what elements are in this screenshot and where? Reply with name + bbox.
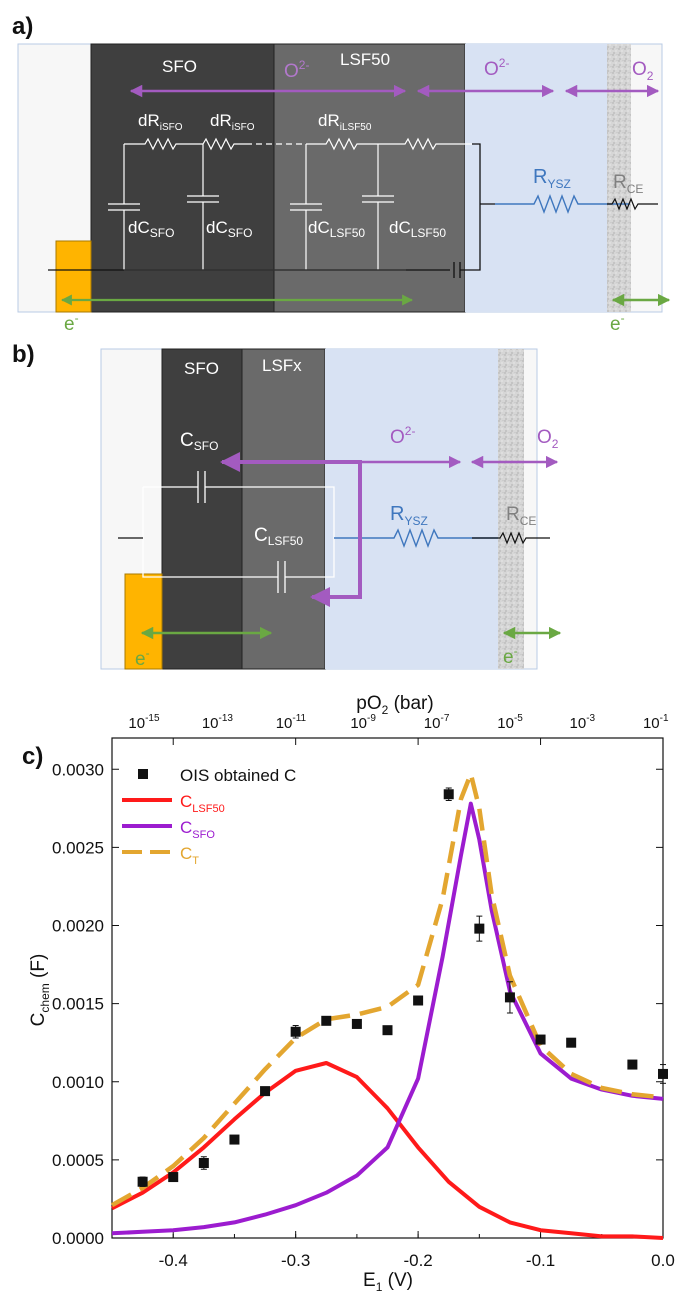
panel-b-sfo-label: SFO bbox=[184, 359, 219, 378]
series-line-c-lsf50 bbox=[111, 1061, 664, 1240]
top-tick-label: 10-1 bbox=[643, 713, 669, 732]
panel-b-lsfx-label: LSFx bbox=[262, 356, 302, 375]
panel-a-lsf50-label: LSF50 bbox=[340, 50, 390, 69]
panel-a-dC-sfo-1: dCSFO bbox=[128, 218, 174, 240]
panel-b-ysz-layer bbox=[325, 349, 498, 669]
x-tick-label: -0.1 bbox=[526, 1251, 555, 1270]
panel-a-dR-ilsf50: dRiLSF50 bbox=[318, 111, 372, 133]
data-point bbox=[566, 1037, 577, 1048]
top-tick-label: 10-3 bbox=[570, 713, 596, 732]
panel-a-o2: O2 bbox=[632, 59, 654, 83]
panel-b-counter-electrode bbox=[498, 349, 524, 669]
data-point bbox=[443, 789, 454, 800]
x-tick-label: -0.4 bbox=[159, 1251, 188, 1270]
data-point bbox=[474, 923, 485, 934]
y-tick-label: 0.0010 bbox=[52, 1073, 104, 1092]
top-tick-label: 10-15 bbox=[128, 713, 160, 732]
x-tick-label: 0.0 bbox=[651, 1251, 675, 1270]
legend-label: OIS obtained C bbox=[180, 766, 296, 785]
panel-a-lsf50-layer bbox=[273, 43, 466, 313]
panel-b-electron-left: e- bbox=[135, 646, 150, 670]
panel-a-rce-label: RCE bbox=[613, 172, 643, 196]
panel-b-sfo-layer bbox=[161, 348, 243, 670]
panel-b-lsfx-layer bbox=[241, 348, 326, 670]
panel-c: c) pO2 (bar) E1 (V) Cchem (F) -0.4 -0.3 -0… bbox=[22, 693, 675, 1294]
panel-a: a) SFO LSF50 O2- O2- O2 dRiSFO dRiSFO dR… bbox=[12, 13, 671, 335]
panel-b-rce-label: RCE bbox=[506, 504, 536, 528]
top-tick-label: 10-13 bbox=[202, 713, 234, 732]
legend-label: CT bbox=[180, 844, 199, 867]
panel-b-rce-resistor bbox=[472, 531, 550, 545]
top-tick-label: 10-5 bbox=[497, 713, 523, 732]
panel-a-current-collector bbox=[55, 240, 92, 313]
panel-a-dC-lsf50-1: dCLSF50 bbox=[308, 218, 365, 240]
y-tick-label: 0.0030 bbox=[52, 760, 104, 779]
data-point bbox=[137, 1176, 148, 1187]
panel-a-label: a) bbox=[12, 13, 33, 40]
data-point bbox=[627, 1059, 638, 1070]
y-tick-label: 0.0000 bbox=[52, 1229, 104, 1248]
panel-b-o2minus: O2- bbox=[390, 424, 415, 448]
y-tick-label: 0.0020 bbox=[52, 917, 104, 936]
top-tick-label: 10-11 bbox=[276, 713, 307, 732]
panel-a-rysz-resistor bbox=[495, 194, 630, 214]
panel-a-dR-isfo-2: dRiSFO bbox=[210, 111, 255, 133]
panel-a-dC-lsf50-2: dCLSF50 bbox=[389, 218, 446, 240]
panel-c-plot: -0.4 -0.3 -0.2 -0.1 0.0 0.0000 0.0005 0.0010 0.0… bbox=[52, 713, 675, 1270]
panel-a-o2minus-2: O2- bbox=[484, 56, 509, 80]
panel-c-x-axis-title: E1 (V) bbox=[363, 1270, 413, 1294]
panel-b-electron-right: e- bbox=[503, 644, 518, 668]
y-tick-label: 0.0005 bbox=[52, 1151, 104, 1170]
series-line-c-t bbox=[110, 771, 664, 1208]
y-tick-label: 0.0015 bbox=[52, 995, 104, 1014]
x-tick-label: -0.3 bbox=[281, 1251, 310, 1270]
panel-b-rysz-resistor bbox=[334, 528, 498, 548]
panel-a-o2minus-1: O2- bbox=[284, 58, 309, 82]
panel-a-main-wire bbox=[48, 143, 495, 278]
panel-b-oxide-path bbox=[220, 452, 362, 607]
data-point bbox=[658, 1068, 668, 1079]
data-point bbox=[535, 1034, 546, 1045]
panel-a-sfo-label: SFO bbox=[162, 57, 197, 76]
panel-a-dR-isfo-1: dRiSFO bbox=[138, 111, 183, 133]
data-point bbox=[382, 1025, 393, 1036]
panel-b: b) SFO LSFx CSFO CLSF50 RYSZ RCE O2- O2 … bbox=[12, 341, 562, 670]
plot-frame bbox=[111, 737, 664, 1239]
data-point bbox=[168, 1172, 179, 1183]
data-point bbox=[290, 1026, 301, 1037]
panel-c-y-axis-title: Cchem (F) bbox=[28, 954, 52, 1027]
panel-c-label: c) bbox=[22, 743, 43, 770]
panel-a-dC-sfo-2: dCSFO bbox=[206, 218, 252, 240]
data-point bbox=[198, 1158, 209, 1168]
data-point bbox=[504, 992, 515, 1003]
series-line-c-sfo bbox=[111, 801, 664, 1236]
y-tick-label: 0.0025 bbox=[52, 838, 104, 857]
panel-b-rysz-label: RYSZ bbox=[390, 503, 428, 528]
data-point bbox=[229, 1134, 240, 1145]
data-point bbox=[351, 1018, 362, 1029]
panel-a-electron-right: e- bbox=[610, 311, 625, 335]
panel-b-current-collector bbox=[124, 573, 163, 670]
panel-a-electron-left: e- bbox=[64, 311, 79, 335]
panel-b-label: b) bbox=[12, 341, 35, 368]
panel-a-sfo-layer bbox=[90, 43, 275, 313]
data-point bbox=[321, 1015, 332, 1026]
legend-marker bbox=[138, 769, 148, 779]
panel-a-rce-resistor bbox=[607, 197, 658, 211]
data-point bbox=[413, 995, 424, 1006]
legend-label: CSFO bbox=[180, 818, 215, 841]
x-tick-label: -0.2 bbox=[403, 1251, 432, 1270]
top-tick-label: 10-7 bbox=[424, 713, 450, 732]
top-tick-label: 10-9 bbox=[350, 713, 376, 732]
panel-b-o2: O2 bbox=[537, 427, 559, 451]
data-point bbox=[260, 1086, 271, 1097]
panel-b-csfo-label: CSFO bbox=[180, 430, 218, 453]
panel-a-rysz-label: RYSZ bbox=[533, 166, 571, 191]
panel-c-top-axis-title: pO2 (bar) bbox=[356, 693, 433, 717]
legend-label: CLSF50 bbox=[180, 792, 225, 815]
